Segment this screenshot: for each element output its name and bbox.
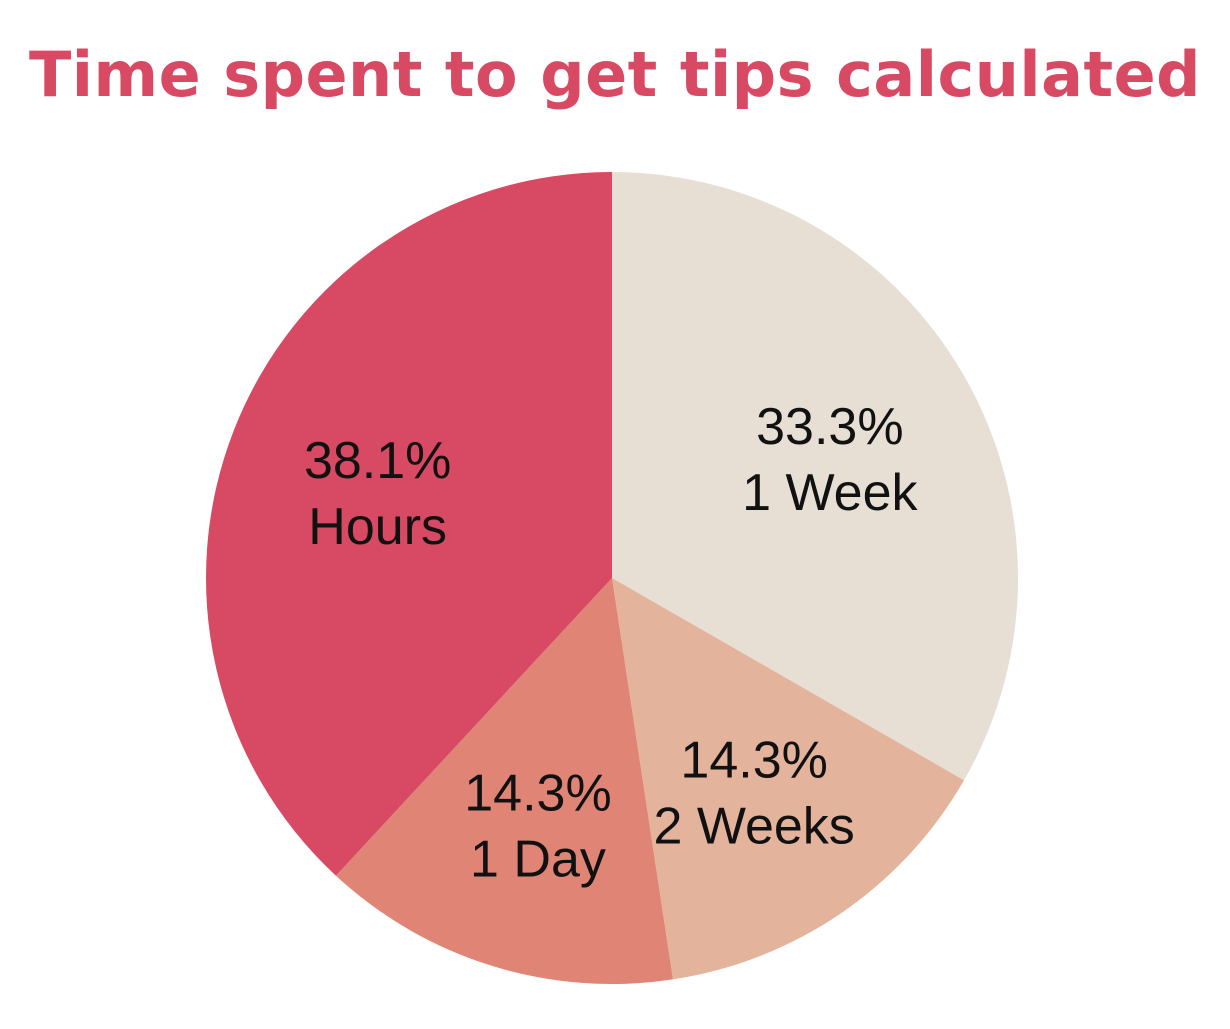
pie-slice-1-day (335, 578, 673, 984)
slice-category-label: 1 Week (742, 464, 918, 522)
slice-category-label: 1 Day (470, 831, 606, 889)
slice-percent-label: 14.3% (464, 765, 611, 823)
slice-category-label: 2 Weeks (653, 798, 854, 856)
slice-percent-label: 14.3% (680, 732, 827, 790)
slice-percent-label: 33.3% (756, 398, 903, 456)
pie-slice-1-week (612, 172, 1018, 781)
pie-slice-2-weeks (612, 578, 965, 980)
pie-slice-hours (206, 171, 613, 876)
chart-title: Time spent to get tips calculated (28, 38, 1202, 111)
pie-labels: 33.3% 1 Week 14.3% 2 Weeks 14.3% 1 Day 38.1% Ho… (304, 398, 919, 889)
slice-category-label: Hours (308, 498, 447, 556)
slice-percent-label: 38.1% (304, 432, 451, 490)
pie-slices (206, 171, 1018, 984)
